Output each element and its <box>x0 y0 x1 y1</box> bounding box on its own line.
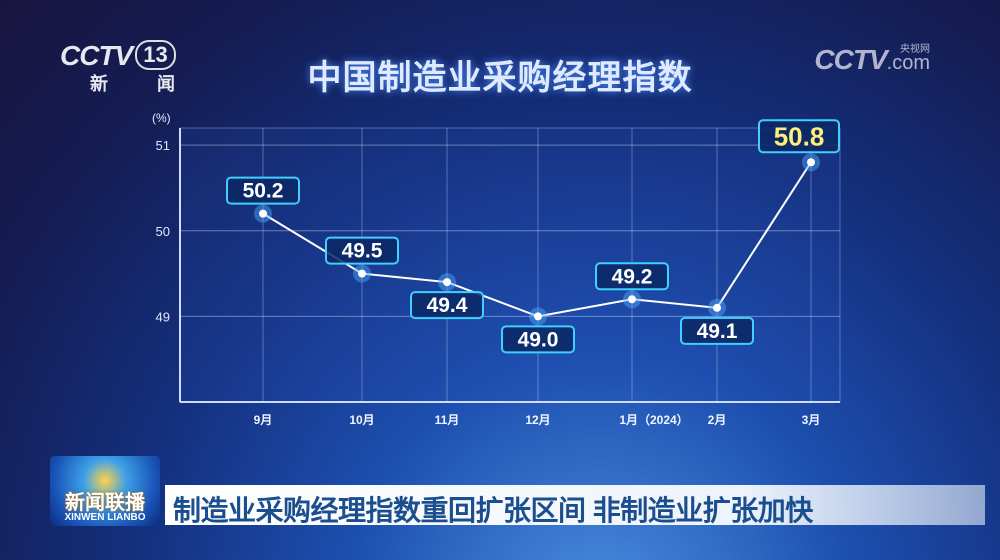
channel-name: 新 闻 <box>90 74 198 94</box>
logo-text: CCTV <box>60 40 133 71</box>
x-tick-label: 3月 <box>802 413 821 427</box>
data-label-text: 49.0 <box>518 328 559 351</box>
data-label-box <box>595 262 669 291</box>
data-label: 49.4 <box>410 291 484 320</box>
data-point <box>443 278 451 287</box>
data-label: 50.2 <box>226 176 300 205</box>
data-label: 49.2 <box>595 262 669 291</box>
y-axis-unit: (%) <box>152 111 171 125</box>
plot-area <box>179 127 841 403</box>
x-tick-label: 1月（2024） <box>619 412 688 427</box>
x-tick-label: 12月 <box>525 413 550 427</box>
xinwen-lianbo-logo: 新闻联播 XINWEN LIANBO <box>50 456 160 526</box>
x-tick-label: 10月 <box>349 413 374 427</box>
data-label-box <box>758 119 840 154</box>
program-name-cn: 新闻联播 <box>65 492 145 514</box>
program-name-en: XINWEN LIANBO <box>64 512 146 523</box>
x-tick-label: 11月 <box>435 413 460 427</box>
data-point <box>628 295 636 304</box>
cctv-com-watermark: 央视网 CCTV.com <box>814 44 930 76</box>
y-tick-label: 51 <box>156 138 170 153</box>
data-point <box>534 312 542 321</box>
data-label: 49.0 <box>501 325 575 354</box>
data-label-text: 49.5 <box>342 240 383 263</box>
chart-title: 中国制造业采购经理指数 <box>307 59 693 97</box>
data-point <box>807 158 815 167</box>
data-label-text: 50.2 <box>243 180 284 203</box>
y-tick-label: 49 <box>156 309 170 324</box>
data-label: 49.1 <box>680 316 754 345</box>
data-label-box <box>410 291 484 320</box>
channel-number: 13 <box>135 40 176 70</box>
data-point <box>259 209 267 218</box>
x-tick-label: 2月 <box>708 413 727 427</box>
data-label-box <box>680 316 754 345</box>
caption-text: 制造业采购经理指数重回扩张区间 非制造业扩张加快 <box>173 495 813 526</box>
data-label: 49.5 <box>325 236 399 265</box>
data-point <box>713 303 721 312</box>
data-label-text: 49.4 <box>427 294 468 317</box>
watermark-cn: 央视网 <box>900 44 930 55</box>
y-tick-label: 50 <box>156 224 170 239</box>
data-label-text: 49.1 <box>697 320 738 343</box>
watermark-logo: CCTV <box>814 44 887 75</box>
data-label-box <box>501 325 575 354</box>
x-tick-label: 9月 <box>254 413 273 427</box>
data-point <box>358 269 366 278</box>
data-label-text: 50.8 <box>774 121 825 151</box>
data-label: 50.8 <box>758 119 840 154</box>
data-label-box <box>226 176 300 205</box>
caption-banner: 制造业采购经理指数重回扩张区间 非制造业扩张加快 <box>165 485 985 526</box>
data-label-box <box>325 236 399 265</box>
watermark-domain: .com <box>886 52 930 74</box>
cctv13-logo: CCTV 13 新 闻 <box>60 40 197 96</box>
data-label-text: 49.2 <box>612 265 653 288</box>
